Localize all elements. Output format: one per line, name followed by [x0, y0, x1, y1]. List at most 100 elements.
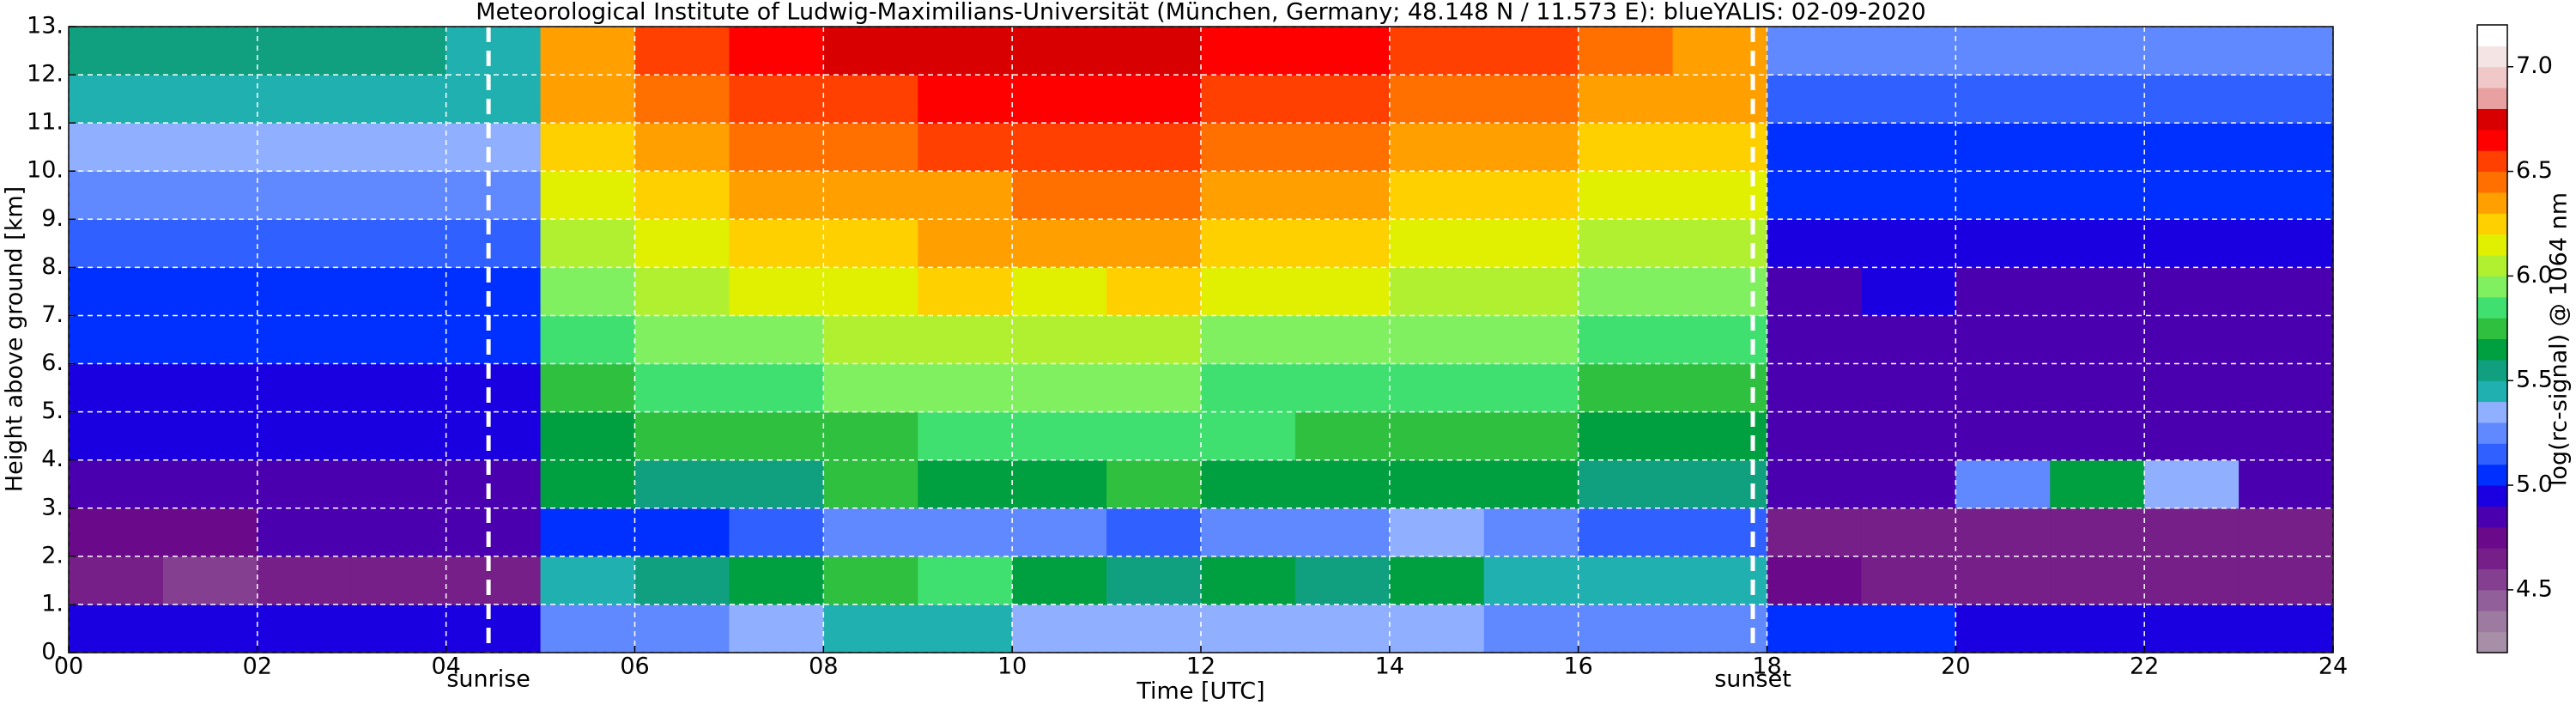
heat-cell [1483, 459, 1579, 509]
heat-cell [2239, 75, 2334, 124]
heat-cell [823, 171, 918, 220]
y-tick-label: 12. [27, 61, 64, 88]
heat-cell [351, 123, 447, 172]
heat-cell [445, 556, 542, 605]
heat-cell [1767, 315, 1863, 365]
colorbar-swatch [2477, 506, 2507, 528]
heat-cell [1106, 604, 1202, 653]
heat-cell [162, 171, 258, 220]
heat-cell [69, 604, 164, 653]
x-tick-label: 08 [809, 653, 838, 680]
annotation-label: sunset [1714, 666, 1791, 693]
heat-cell [257, 459, 353, 509]
heat-cell [540, 75, 636, 124]
heat-cell [1294, 315, 1391, 365]
heat-cell [1578, 556, 1674, 605]
y-tick-label: 5. [41, 398, 64, 424]
colorbar-tick-label: 7.0 [2516, 52, 2553, 79]
heat-cell [1955, 171, 2051, 220]
heat-cell [918, 267, 1013, 317]
heat-cell [1955, 363, 2051, 413]
heat-cell [540, 123, 636, 172]
heat-cell [162, 315, 258, 365]
y-tick-label: 2. [41, 542, 64, 568]
heat-cell [540, 171, 636, 220]
heat-cell [918, 556, 1013, 605]
heat-cell [257, 219, 353, 268]
colorbar-swatch [2477, 589, 2507, 611]
heat-cell [823, 219, 918, 268]
heat-cell [1294, 267, 1391, 317]
colorbar-swatch [2477, 129, 2507, 151]
colorbar-swatch [2477, 568, 2507, 591]
x-tick-label: 06 [620, 653, 649, 680]
colorbar-swatch [2477, 631, 2507, 653]
heat-cell [1955, 604, 2051, 653]
heat-cell [1201, 27, 1296, 76]
heat-cell [2239, 123, 2334, 172]
heat-cell [729, 27, 824, 76]
heat-cell [1767, 363, 1863, 413]
heat-cell [2239, 459, 2334, 509]
heat-cell [1012, 27, 1107, 76]
heat-cell [823, 75, 918, 124]
colorbar-swatch [2477, 401, 2507, 423]
heat-cell [918, 123, 1013, 172]
heat-cell [162, 459, 258, 509]
heat-cell [1955, 556, 2051, 605]
heat-cell [69, 267, 164, 317]
x-tick-label: 16 [1563, 653, 1592, 680]
heat-cell [351, 219, 447, 268]
heat-cell [2050, 411, 2145, 461]
heat-cell [69, 315, 164, 365]
heat-cell [540, 604, 636, 653]
heat-cell [1106, 267, 1202, 317]
heat-cell [257, 75, 353, 124]
heat-cell [2050, 459, 2145, 509]
heat-cell [351, 267, 447, 317]
heat-cell [823, 27, 918, 76]
heat-cell [445, 411, 542, 461]
heat-cell [1106, 219, 1202, 268]
heat-cell [729, 315, 824, 365]
heat-cell [162, 219, 258, 268]
heat-cell [2144, 459, 2240, 509]
heat-cell [1201, 459, 1296, 509]
heat-cell [257, 507, 353, 557]
heat-cell [2239, 219, 2334, 268]
heat-cell [1861, 556, 1956, 605]
colorbar-swatch [2477, 25, 2507, 46]
heat-cell [445, 171, 542, 220]
heat-cell [729, 219, 824, 268]
heat-cell [351, 363, 447, 413]
heat-cell [1389, 171, 1485, 220]
heat-cell [1201, 171, 1296, 220]
heat-cell [162, 363, 258, 413]
heat-cell [69, 219, 164, 268]
heat-cell [1294, 604, 1391, 653]
heat-cell [69, 459, 164, 509]
heat-cell [1483, 27, 1579, 76]
heat-cell [634, 267, 730, 317]
heat-cell [1767, 556, 1863, 605]
x-tick-label: 20 [1941, 653, 1970, 680]
heat-cell [1294, 363, 1391, 413]
heat-cell [1201, 556, 1296, 605]
heat-cell [1767, 123, 1863, 172]
heat-cell [918, 171, 1013, 220]
heat-cell [162, 267, 258, 317]
heat-cell [2050, 75, 2145, 124]
heat-cell [1483, 507, 1579, 557]
heat-cell [1767, 219, 1863, 268]
heat-cell [2144, 27, 2240, 76]
heat-cell [1483, 219, 1579, 268]
heat-cell [729, 171, 824, 220]
heat-cell [2050, 363, 2145, 413]
heat-cell [1106, 75, 1202, 124]
heat-cell [1955, 219, 2051, 268]
heat-cell [1012, 411, 1107, 461]
heat-cell [445, 75, 542, 124]
heat-cell [540, 267, 636, 317]
heat-cell [1106, 459, 1202, 509]
x-tick-label: 10 [997, 653, 1027, 680]
